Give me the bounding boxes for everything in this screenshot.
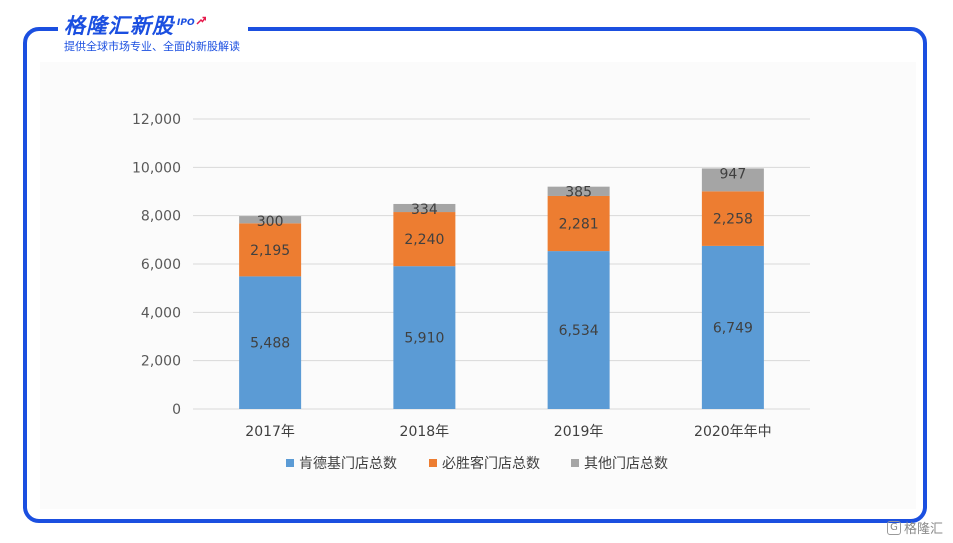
bar-segment: [701, 191, 764, 246]
data-label: 947: [720, 166, 747, 182]
legend-label: 肯德基门店总数: [299, 455, 397, 472]
x-axis: 2017年 2018年 2019年 2020年年中: [245, 424, 771, 440]
legend-swatch: [571, 459, 579, 467]
data-label: 2,281: [559, 217, 599, 233]
bar-segment: [393, 212, 456, 267]
y-axis: 0 2,000 4,000 6,000 8,000 10,000 12,000: [132, 112, 181, 418]
slide-frame: [23, 27, 927, 523]
legend-swatch: [429, 459, 437, 467]
bar-segment: [239, 276, 302, 409]
bar-segment: [239, 216, 302, 224]
data-label: 334: [411, 202, 438, 218]
y-tick-label: 6,000: [141, 257, 181, 273]
data-label: 2,240: [404, 232, 444, 248]
y-tick-label: 12,000: [132, 112, 181, 128]
bar-segment: [701, 168, 764, 192]
bar-segment: [239, 223, 302, 277]
brand-subtitle: 提供全球市场专业、全面的新股解读: [64, 40, 240, 53]
bar-segment: [547, 251, 610, 409]
watermark-text: 格隆汇: [903, 522, 943, 537]
bar-segment: [393, 266, 456, 409]
y-tick-label: 0: [172, 402, 181, 418]
trend-arrow-icon: [196, 16, 206, 25]
bar-segment: [547, 186, 610, 196]
y-tick-label: 10,000: [132, 160, 181, 176]
y-tick-label: 8,000: [141, 209, 181, 225]
brand-ipo-tag: IPO: [177, 18, 195, 28]
legend-label: 必胜客门店总数: [442, 455, 540, 472]
bars: 5,488 2,195 300 5,910 2,240 334 6,534 2,281 385 6…: [239, 166, 764, 409]
x-tick-label: 2017年: [245, 424, 295, 440]
data-label: 6,749: [713, 320, 753, 336]
legend-swatch: [286, 459, 294, 467]
data-label: 300: [257, 214, 284, 230]
data-label: 5,488: [250, 336, 290, 352]
brand-name: 格隆汇新股: [64, 14, 174, 38]
y-tick-label: 2,000: [141, 354, 181, 370]
brand-title: 格隆汇新股 IPO: [64, 10, 240, 39]
bar-segment: [393, 203, 456, 213]
x-tick-label: 2019年: [554, 424, 604, 440]
x-tick-label: 2018年: [400, 424, 450, 440]
legend-label: 其他门店总数: [584, 456, 668, 472]
data-label: 2,258: [713, 212, 753, 228]
bar-segment: [701, 245, 764, 409]
brand-logo-icon: G: [886, 520, 901, 535]
bar-segment: [547, 195, 610, 252]
data-label: 2,195: [250, 243, 290, 259]
watermark: G 格隆汇: [886, 518, 943, 537]
data-label: 385: [565, 185, 592, 201]
data-label: 6,534: [559, 323, 599, 339]
y-tick-label: 4,000: [141, 305, 181, 321]
brand-header: 格隆汇新股 IPO 提供全球市场专业、全面的新股解读: [58, 10, 248, 56]
chart-background: [40, 62, 916, 509]
legend: 肯德基门店总数 必胜客门店总数 其他门店总数: [286, 455, 668, 472]
x-tick-label: 2020年年中: [694, 424, 772, 440]
data-label: 5,910: [404, 331, 444, 347]
